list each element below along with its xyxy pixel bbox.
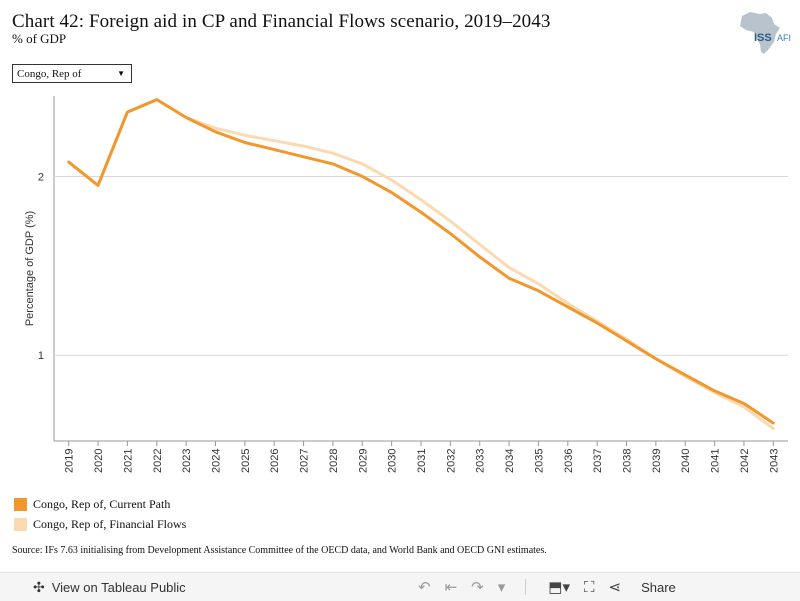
legend-item-current-path[interactable]: Congo, Rep of, Current Path [14, 494, 186, 514]
x-tick-label-2033: 2033 [475, 449, 487, 473]
x-tick-label-2027: 2027 [299, 449, 311, 473]
series-line-financial-flows [67, 98, 775, 430]
fullscreen-icon[interactable]: ⛶ [583, 578, 595, 596]
x-tick-label-2039: 2039 [651, 449, 663, 473]
redo-icon[interactable]: ⇤ [444, 579, 458, 596]
toolbar-divider [525, 579, 527, 595]
legend-label-financial-flows: Congo, Rep of, Financial Flows [33, 516, 187, 531]
source-note: Source: IFs 7.63 initialising from Devel… [12, 545, 547, 556]
view-on-tableau-label: View on Tableau Public [51, 580, 186, 595]
iss-afi-logo: ISS AFI [740, 12, 791, 54]
x-tick-label-2023: 2023 [181, 449, 193, 473]
undo-icon[interactable]: ↶ [418, 579, 431, 596]
x-tick-label-2021: 2021 [122, 449, 134, 473]
x-tick-label-2036: 2036 [563, 449, 575, 473]
x-tick-label-2032: 2032 [445, 449, 457, 473]
y-tick-label-1: 1 [38, 350, 44, 362]
x-tick-label-2037: 2037 [592, 449, 604, 473]
chart-subtitle: % of GDP [12, 31, 67, 46]
x-tick-label-2025: 2025 [240, 449, 252, 473]
download-icon[interactable]: ⬒▾ [548, 579, 570, 596]
country-filter-value: Congo, Rep of [17, 67, 82, 80]
view-on-tableau-link[interactable]: ✣ View on Tableau Public [33, 579, 186, 596]
x-tick-label-2040: 2040 [680, 449, 692, 473]
legend-swatch-current-path [14, 497, 27, 511]
tableau-logo-icon: ✣ [33, 579, 45, 595]
x-tick-label-2028: 2028 [328, 449, 340, 473]
x-tick-label-2042: 2042 [739, 449, 751, 473]
legend-label-current-path: Congo, Rep of, Current Path [33, 496, 171, 511]
legend-item-financial-flows[interactable]: Congo, Rep of, Financial Flows [14, 514, 186, 534]
x-tick-label-2041: 2041 [710, 449, 722, 473]
africa-map-icon [740, 12, 780, 54]
x-tick-label-2034: 2034 [504, 449, 516, 473]
refresh-dropdown-icon[interactable]: ▾ [497, 579, 506, 596]
x-tick-label-2022: 2022 [152, 449, 164, 473]
revert-icon[interactable]: ↷ [471, 579, 484, 596]
chart-title: Chart 42: Foreign aid in CP and Financia… [12, 11, 551, 32]
logo-text-afi: AFI [777, 33, 791, 43]
y-axis-title: Percentage of GDP (%) [24, 211, 36, 326]
x-tick-label-2030: 2030 [387, 449, 399, 473]
x-tick-label-2029: 2029 [357, 449, 369, 473]
share-button[interactable]: Share [641, 579, 676, 595]
line-chart: 1 2 2019 2020 2021 2022 2023 2024 2025 2026 2027 20… [24, 96, 788, 473]
x-tick-label-2026: 2026 [269, 449, 281, 473]
toolbar: ↶ ⇤ ↷ ▾ ⬒▾ ⛶ ⋖ Share [418, 578, 690, 597]
share-icon[interactable]: ⋖ [608, 579, 622, 596]
x-tick-label-2019: 2019 [64, 449, 76, 473]
x-tick-label-2038: 2038 [622, 449, 634, 473]
y-tick-label-2: 2 [38, 171, 44, 183]
dropdown-arrow-icon: ▼ [117, 69, 125, 78]
x-tick-label-2043: 2043 [768, 449, 780, 473]
x-tick-label-2020: 2020 [93, 449, 105, 473]
tableau-footer: ✣ View on Tableau Public ↶ ⇤ ↷ ▾ ⬒▾ ⛶ ⋖ … [0, 572, 800, 601]
x-tick-label-2035: 2035 [533, 449, 545, 473]
legend-swatch-financial-flows [14, 517, 27, 531]
country-filter-dropdown[interactable]: Congo, Rep of ▼ [12, 64, 132, 83]
x-tick-label-2031: 2031 [416, 449, 428, 473]
logo-text-iss: ISS [754, 32, 772, 44]
series-line-current-path [67, 98, 775, 425]
legend: Congo, Rep of, Current Path Congo, Rep o… [14, 494, 186, 534]
x-tick-label-2024: 2024 [210, 449, 222, 473]
